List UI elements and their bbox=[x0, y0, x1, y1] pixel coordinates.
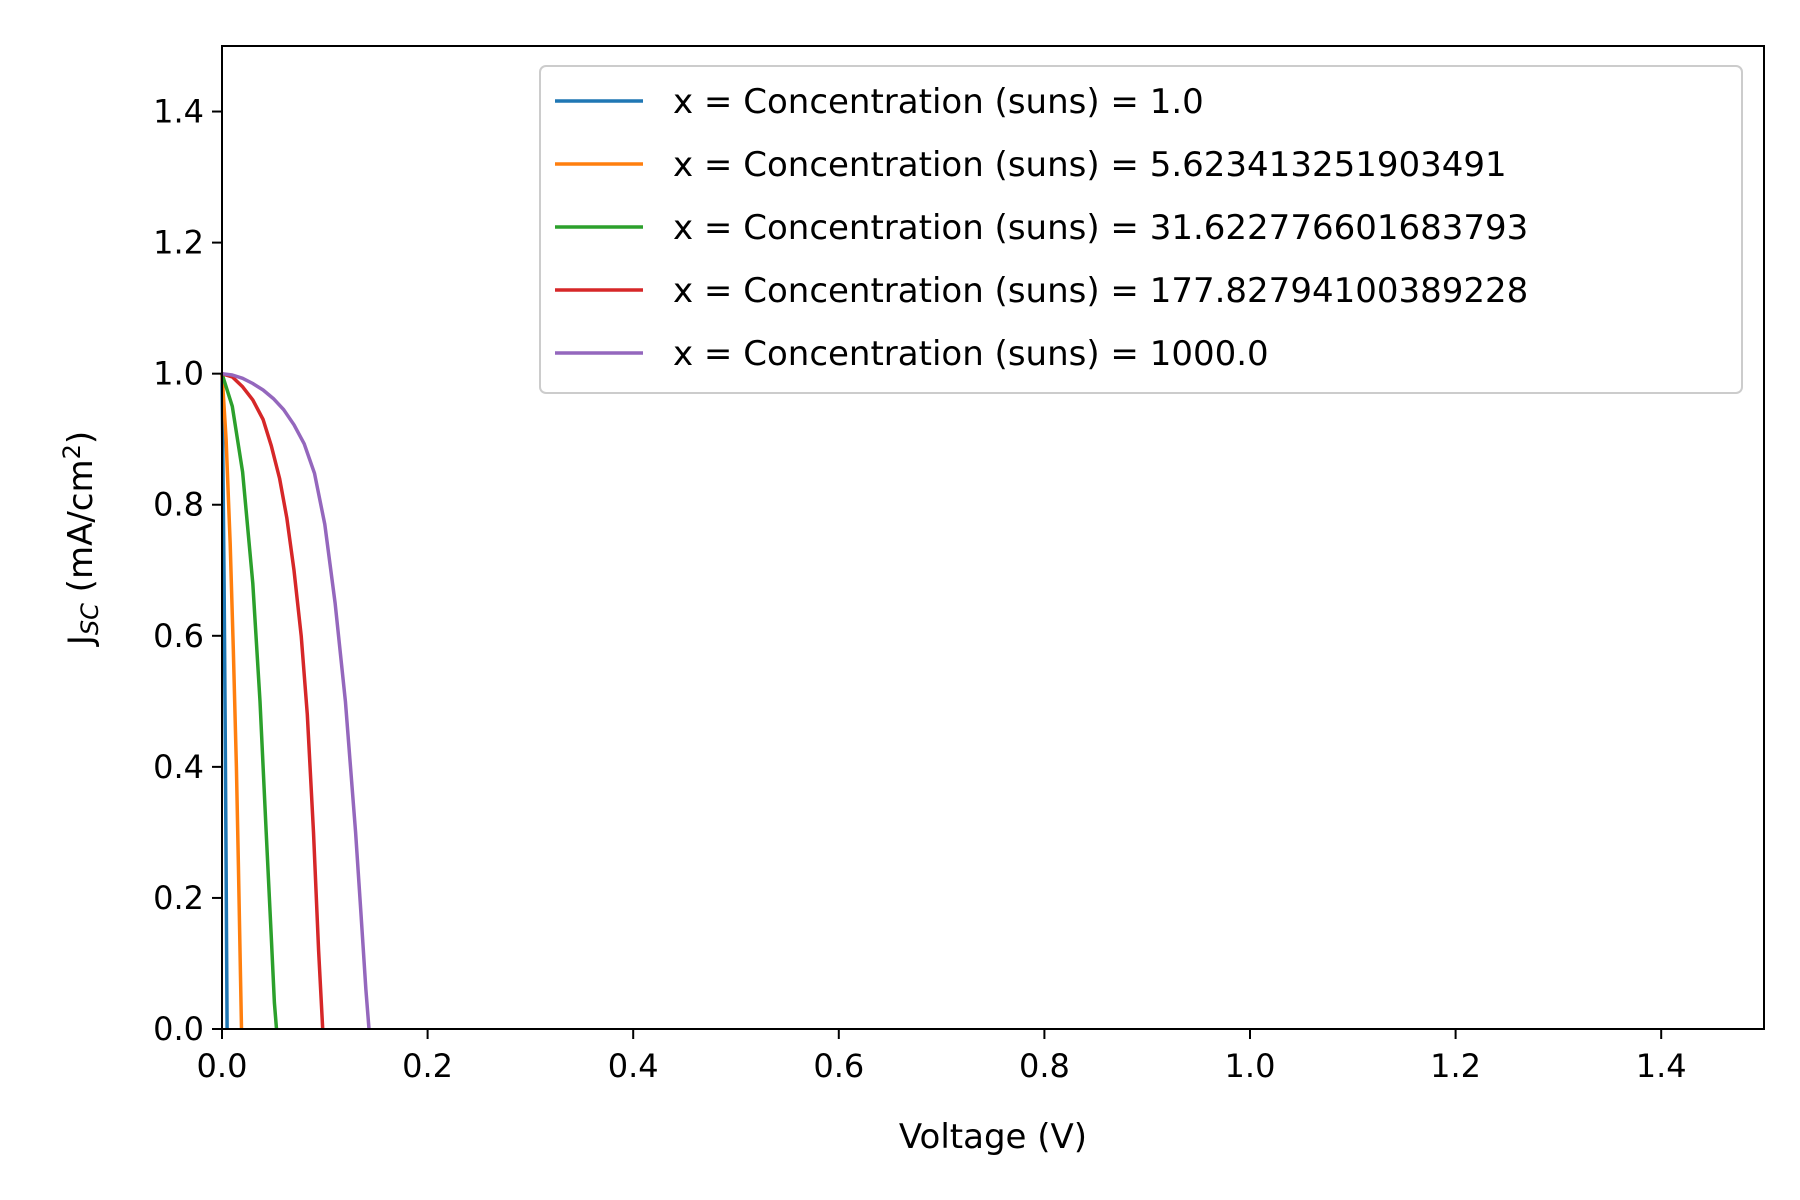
y-axis-label-subscript: SC bbox=[76, 603, 104, 635]
x-tick-label: 0.6 bbox=[813, 1047, 864, 1085]
x-tick-label: 0.2 bbox=[402, 1047, 453, 1085]
y-tick-label: 0.4 bbox=[153, 748, 204, 786]
y-tick-label: 0.2 bbox=[153, 879, 204, 917]
y-axis-label-close: ) bbox=[61, 431, 101, 444]
y-axis-label-main: J bbox=[61, 635, 101, 647]
x-tick-label: 0.0 bbox=[197, 1047, 248, 1085]
y-tick-label: 0.6 bbox=[153, 617, 204, 655]
legend: x = Concentration (suns) = 1.0 x = Concen… bbox=[539, 65, 1743, 394]
y-tick-label: 1.2 bbox=[153, 224, 204, 262]
y-axis-ticks: 0.0 0.2 0.4 0.6 0.8 1.0 1.2 1.4 bbox=[153, 93, 222, 1048]
series-line-3 bbox=[220, 373, 279, 1030]
legend-label-3: x = Concentration (suns) = 31.6227766016… bbox=[673, 208, 1528, 248]
x-tick-label: 1.0 bbox=[1225, 1047, 1276, 1085]
y-axis-label: JSC (mA/cm2) bbox=[58, 431, 104, 647]
legend-label-1: x = Concentration (suns) = 1.0 bbox=[673, 82, 1204, 122]
legend-label-2: x = Concentration (suns) = 5.62341325190… bbox=[673, 145, 1507, 185]
y-tick-label: 1.4 bbox=[153, 93, 204, 131]
y-tick-label: 1.0 bbox=[153, 355, 204, 393]
x-tick-label: 1.4 bbox=[1636, 1047, 1687, 1085]
y-tick-label: 0.0 bbox=[153, 1010, 204, 1048]
legend-label-5: x = Concentration (suns) = 1000.0 bbox=[673, 334, 1269, 374]
x-axis-ticks: 0.0 0.2 0.4 0.6 0.8 1.0 1.2 1.4 bbox=[197, 1029, 1687, 1085]
series-line-2 bbox=[220, 373, 244, 1030]
x-tick-label: 1.2 bbox=[1430, 1047, 1481, 1085]
x-tick-label: 0.8 bbox=[1019, 1047, 1070, 1085]
series-line-4 bbox=[221, 372, 325, 1030]
x-tick-label: 0.4 bbox=[608, 1047, 659, 1085]
series-line-5 bbox=[221, 371, 371, 1030]
y-axis-label-unit: (mA/cm bbox=[61, 459, 101, 603]
y-tick-label: 0.8 bbox=[153, 486, 204, 524]
plot-frame bbox=[221, 45, 1765, 1030]
legend-label-4: x = Concentration (suns) = 177.827941003… bbox=[673, 271, 1528, 311]
y-axis-label-superscript: 2 bbox=[58, 444, 86, 459]
x-axis-label: Voltage (V) bbox=[899, 1117, 1087, 1157]
legend-box bbox=[539, 65, 1743, 394]
